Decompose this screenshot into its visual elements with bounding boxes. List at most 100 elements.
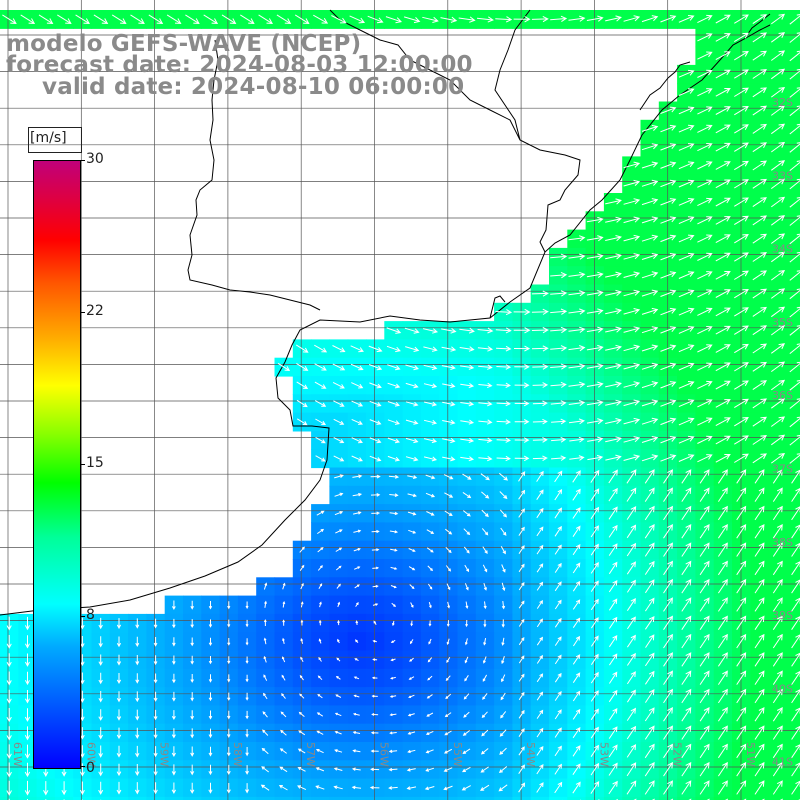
wind-arrow xyxy=(368,364,383,371)
wind-arrow xyxy=(531,15,549,23)
wind-arrow xyxy=(550,363,568,370)
wind-arrow xyxy=(623,253,641,260)
wind-arrow xyxy=(263,655,267,663)
wind-cell xyxy=(786,266,800,286)
wind-arrow xyxy=(369,419,382,425)
wind-arrow xyxy=(660,454,677,462)
wind-arrow xyxy=(317,693,323,699)
wind-cell xyxy=(786,119,800,139)
wind-arrow xyxy=(407,731,416,735)
wind-arrow xyxy=(387,419,400,425)
wind-arrow xyxy=(641,161,659,169)
wind-arrow xyxy=(499,747,507,755)
latitude-label: 41S xyxy=(772,756,793,769)
wind-arrow xyxy=(80,708,85,722)
wind-arrow xyxy=(569,455,585,461)
wind-arrow xyxy=(6,671,12,686)
wind-arrow xyxy=(171,691,176,702)
wind-arrow xyxy=(550,290,568,297)
wind-arrow xyxy=(554,617,562,628)
wind-arrow xyxy=(623,399,641,407)
wind-arrow xyxy=(518,673,525,682)
wind-arrow xyxy=(409,657,414,662)
wind-arrow xyxy=(678,326,695,334)
wind-arrow xyxy=(531,308,549,315)
wind-arrow xyxy=(699,615,710,630)
wind-arrow xyxy=(663,780,673,795)
wind-arrow xyxy=(623,454,641,461)
wind-arrow xyxy=(405,401,419,407)
wind-arrow xyxy=(623,308,641,315)
wind-arrow xyxy=(663,743,673,759)
wind-arrow xyxy=(608,635,618,648)
wind-arrow xyxy=(678,234,695,243)
wind-arrow xyxy=(734,87,749,97)
wind-arrow xyxy=(263,674,268,681)
wind-arrow xyxy=(663,707,673,722)
wind-arrow xyxy=(623,271,641,278)
wind-arrow xyxy=(660,436,677,444)
wind-arrow xyxy=(678,307,695,316)
wind-cell xyxy=(786,723,800,743)
wind-arrow xyxy=(389,511,399,516)
wind-arrow xyxy=(626,780,637,795)
wind-arrow xyxy=(314,344,328,353)
wind-arrow xyxy=(789,361,800,373)
wind-arrow xyxy=(371,676,378,680)
wind-arrow xyxy=(498,472,508,481)
wind-arrow xyxy=(190,619,194,629)
wind-arrow xyxy=(715,417,731,427)
wind-arrow xyxy=(644,707,655,722)
wind-arrow xyxy=(644,743,655,759)
wind-arrow xyxy=(590,781,600,794)
wind-arrow xyxy=(373,620,377,625)
wind-arrow xyxy=(153,728,158,739)
wind-arrow xyxy=(678,289,695,298)
wind-arrow xyxy=(386,327,402,334)
wind-arrow xyxy=(717,560,728,576)
wind-arrow xyxy=(531,327,549,334)
colorbar-tick-mark xyxy=(80,312,85,313)
wind-arrow xyxy=(227,656,231,665)
wind-arrow xyxy=(590,469,600,483)
wind-arrow xyxy=(678,252,695,261)
wind-arrow xyxy=(98,636,103,648)
wind-arrow xyxy=(313,14,329,24)
wind-arrow xyxy=(135,727,140,739)
wind-arrow xyxy=(462,473,472,480)
wind-arrow xyxy=(550,253,568,260)
wind-arrow xyxy=(318,656,322,662)
wind-arrow xyxy=(623,362,641,370)
wind-arrow xyxy=(75,14,90,24)
wind-arrow xyxy=(407,749,416,754)
wind-cell xyxy=(768,796,788,800)
wind-arrow xyxy=(337,619,340,626)
wind-arrow xyxy=(134,782,140,795)
wind-arrow xyxy=(404,327,420,334)
wind-arrow xyxy=(372,566,380,570)
wind-arrow xyxy=(425,492,436,498)
wind-arrow xyxy=(405,364,419,371)
wind-arrow xyxy=(298,730,306,736)
wind-arrow xyxy=(608,708,618,721)
wind-arrow xyxy=(663,615,673,630)
wind-arrow xyxy=(608,671,618,684)
wind-arrow xyxy=(605,15,622,22)
wind-arrow xyxy=(644,652,655,667)
wind-arrow xyxy=(608,653,618,666)
wind-arrow xyxy=(644,505,655,521)
wind-arrow xyxy=(699,505,710,521)
wind-arrow xyxy=(460,419,475,425)
wind-arrow xyxy=(590,598,599,611)
wind-arrow xyxy=(663,688,673,704)
wind-arrow xyxy=(153,673,158,684)
wind-cell xyxy=(237,796,257,800)
wind-arrow xyxy=(789,32,800,43)
wind-arrow xyxy=(734,343,749,354)
wind-arrow xyxy=(641,399,659,407)
latitude-label: 36S xyxy=(772,389,793,402)
wind-arrow xyxy=(715,325,731,335)
wind-arrow xyxy=(135,673,140,684)
wind-arrow xyxy=(717,707,728,722)
wind-arrow xyxy=(608,506,618,520)
